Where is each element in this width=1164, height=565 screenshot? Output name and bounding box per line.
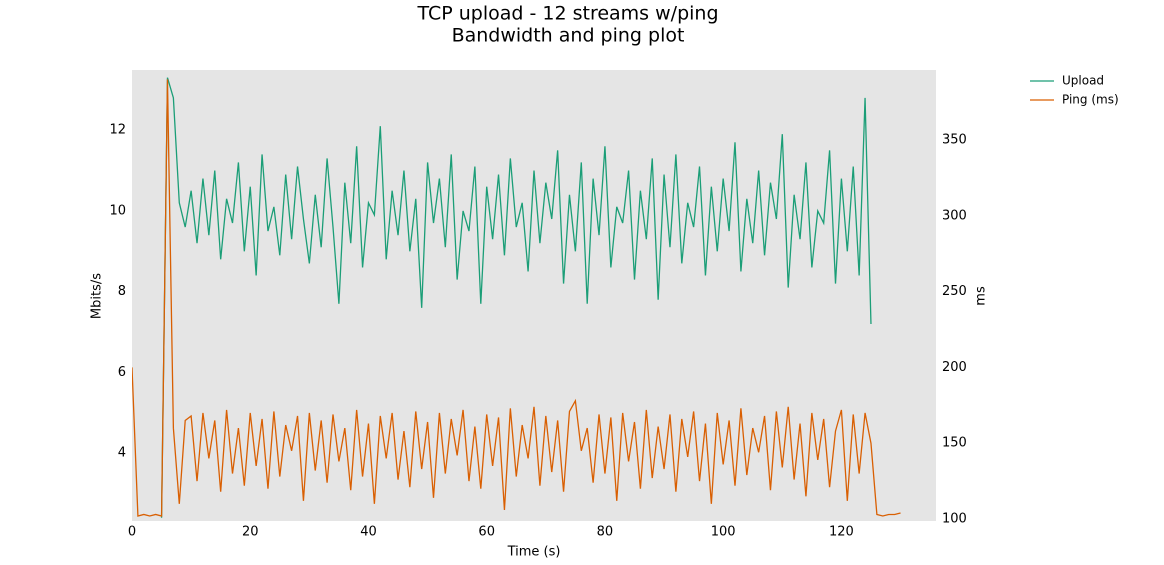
x-axis-label: Time (s) — [507, 545, 561, 560]
x-tick-label: 80 — [597, 525, 614, 540]
y-axis-label: Mbits/s — [90, 273, 105, 319]
legend-label: Ping (ms) — [1062, 93, 1119, 107]
chart-title: TCP upload - 12 streams w/ping — [416, 3, 718, 25]
y-tick-label: 8 — [118, 284, 126, 299]
y2-axis-label: ms — [974, 286, 989, 306]
plot-area — [132, 70, 936, 521]
y2-tick-label: 150 — [942, 436, 967, 451]
y-tick-label: 4 — [118, 446, 126, 461]
y2-tick-label: 200 — [942, 360, 967, 375]
y2-tick-label: 250 — [942, 284, 967, 299]
x-tick-label: 120 — [829, 525, 854, 540]
x-tick-label: 0 — [128, 525, 136, 540]
legend-label: Upload — [1062, 74, 1104, 88]
y2-tick-label: 100 — [942, 512, 967, 527]
chart-subtitle: Bandwidth and ping plot — [452, 25, 685, 47]
y2-tick-label: 300 — [942, 208, 967, 223]
x-tick-label: 100 — [711, 525, 736, 540]
y-tick-label: 10 — [109, 203, 126, 218]
y-tick-label: 6 — [118, 365, 126, 380]
x-tick-label: 40 — [360, 525, 377, 540]
series-line — [132, 79, 901, 517]
y-tick-label: 12 — [109, 123, 126, 138]
x-tick-label: 20 — [242, 525, 259, 540]
x-tick-label: 60 — [478, 525, 495, 540]
series-line — [160, 77, 872, 518]
y2-tick-label: 350 — [942, 133, 967, 148]
